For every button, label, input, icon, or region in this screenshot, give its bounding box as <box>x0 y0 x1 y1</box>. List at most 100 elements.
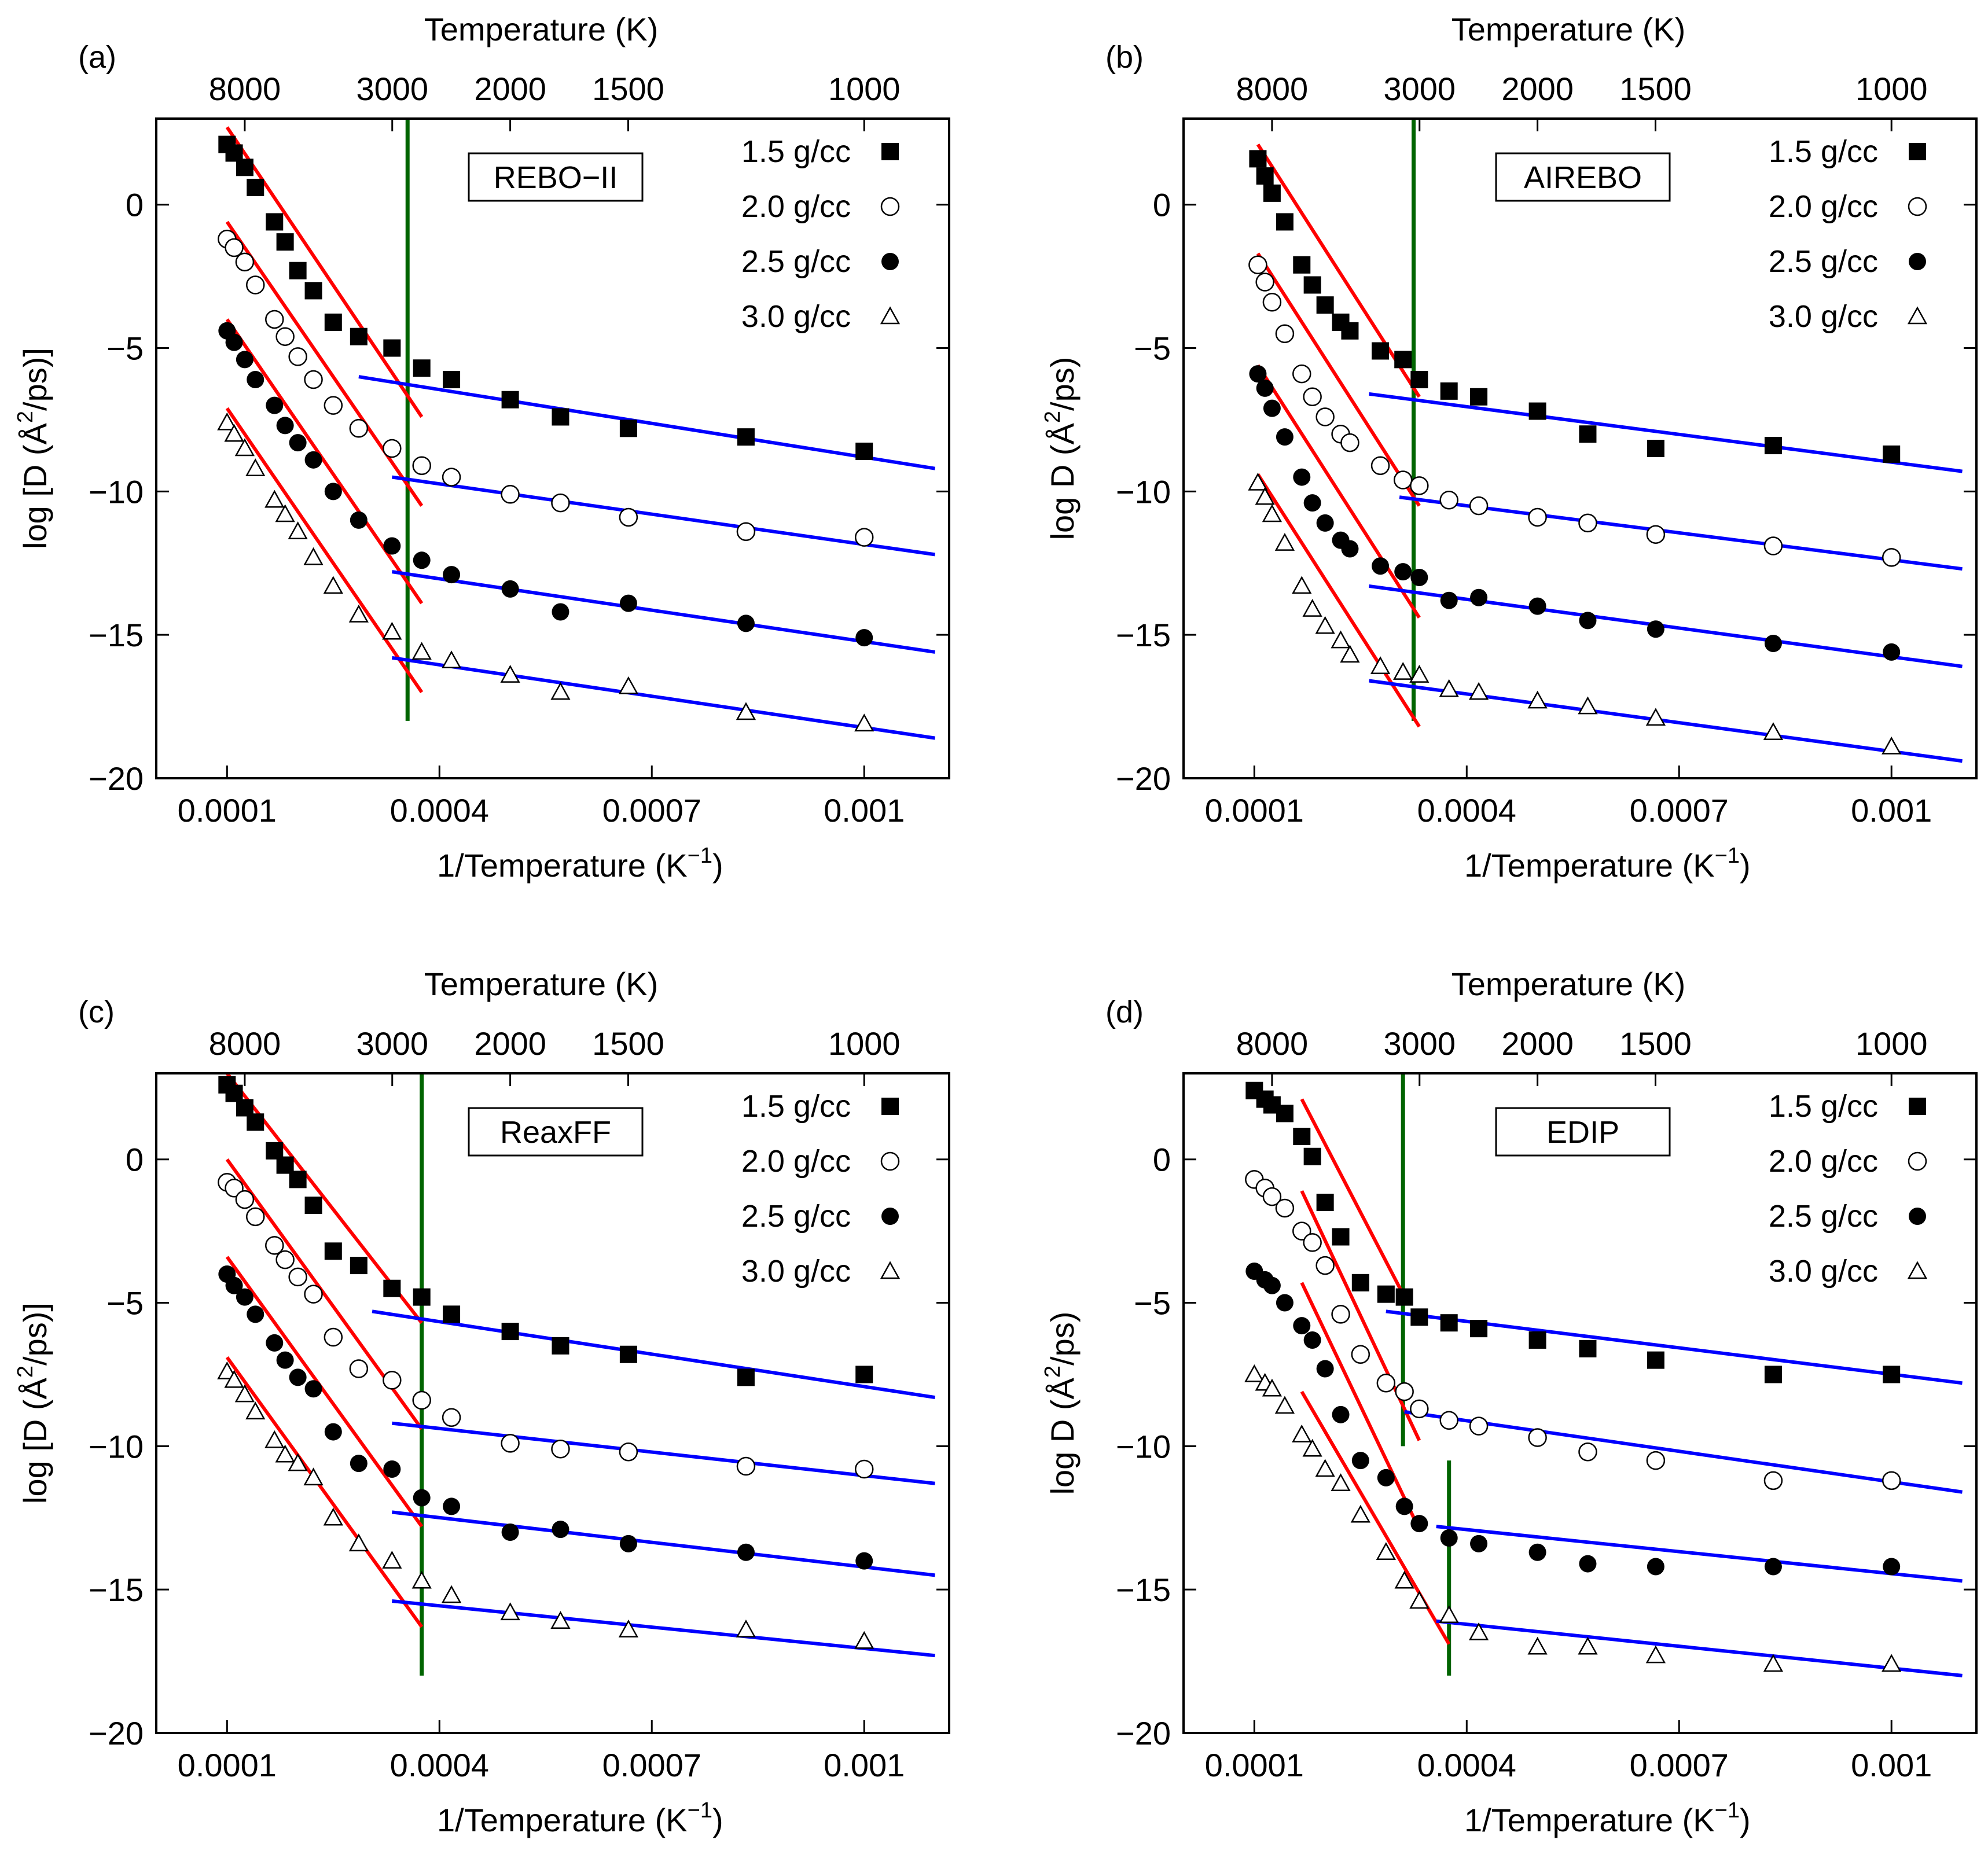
data-point <box>1579 425 1597 443</box>
data-point <box>1527 690 1548 709</box>
data-point <box>275 1444 295 1463</box>
data-point <box>246 1207 265 1227</box>
data-point <box>501 1434 520 1453</box>
data-point <box>736 1619 756 1637</box>
x-tick-label: 0.0004 <box>1417 792 1516 829</box>
data-point <box>1763 1471 1783 1491</box>
y-axis-title-text: log D (Å <box>1044 422 1081 540</box>
data-point <box>1303 494 1321 512</box>
data-point <box>1440 591 1458 609</box>
data-point <box>1248 255 1267 275</box>
data-point <box>500 1602 520 1621</box>
data-point <box>1645 1645 1666 1664</box>
data-point <box>1883 1558 1901 1576</box>
data-point <box>1647 440 1664 457</box>
data-point <box>855 442 873 460</box>
data-point <box>1469 496 1489 516</box>
x-tick-label: 0.0004 <box>1417 1747 1516 1783</box>
data-point <box>443 1305 461 1323</box>
data-point <box>246 275 265 295</box>
data-point <box>304 1197 322 1214</box>
data-point <box>304 1285 323 1304</box>
high-temperature-fit-line <box>225 220 424 507</box>
low-temperature-fit-line <box>1399 495 1963 571</box>
data-point <box>1315 1256 1335 1275</box>
data-point <box>1274 532 1295 551</box>
data-point <box>247 1113 264 1131</box>
data-point <box>289 434 307 452</box>
legend-marker <box>1909 1208 1926 1225</box>
x-axis-title-text: 1/Temperature (K <box>437 1802 688 1838</box>
data-point <box>288 347 307 366</box>
model-label-box <box>1495 152 1671 202</box>
data-point <box>1394 351 1412 369</box>
x-tick-label: 0.001 <box>1851 792 1932 829</box>
data-point <box>552 408 569 426</box>
data-point <box>236 159 253 176</box>
legend-label: 3.0 g/cc <box>741 299 851 334</box>
data-point <box>1262 1378 1283 1397</box>
data-point <box>324 1423 342 1441</box>
data-point <box>1292 1221 1311 1241</box>
data-point <box>1302 1438 1322 1457</box>
data-point <box>225 1276 243 1294</box>
data-point <box>1764 1558 1782 1576</box>
legend-marker <box>1909 253 1926 270</box>
top-tick-label: 1000 <box>828 1025 901 1062</box>
model-label-box <box>1495 1107 1671 1157</box>
top-tick-label: 2000 <box>474 71 546 107</box>
data-point <box>501 391 519 409</box>
model-label: EDIP <box>1546 1115 1619 1150</box>
data-point <box>1646 1451 1666 1470</box>
y-tick-label: −15 <box>89 1572 144 1608</box>
data-point <box>323 576 343 594</box>
top-tick-label: 3000 <box>1383 71 1456 107</box>
y-axis-title-superscript: 2 <box>13 1366 38 1378</box>
y-axis-title-text: log D (Å <box>1044 1377 1081 1495</box>
top-tick-label: 8000 <box>209 1025 281 1062</box>
data-point <box>1646 525 1666 544</box>
y-tick-label: −10 <box>89 1428 144 1464</box>
data-point <box>1763 722 1784 740</box>
data-point <box>289 1368 307 1386</box>
low-temperature-fit-line <box>391 656 935 740</box>
data-point <box>413 551 431 569</box>
x-tick-label: 0.0001 <box>1205 792 1304 829</box>
plot-frame <box>1182 117 1978 779</box>
high-temperature-fit-line <box>225 1356 424 1628</box>
data-point <box>224 1370 244 1388</box>
legend-marker <box>881 1098 899 1115</box>
data-point <box>412 1390 431 1410</box>
y-axis-title: log D (Å2/ps) <box>1041 1312 1081 1495</box>
legend-marker <box>1908 197 1927 216</box>
data-point <box>289 262 307 279</box>
data-point <box>619 594 637 612</box>
legend-label: 2.0 g/cc <box>741 1144 851 1179</box>
data-point <box>266 1334 284 1352</box>
data-point <box>855 1552 873 1570</box>
data-point <box>1882 736 1902 755</box>
data-point <box>1372 342 1390 360</box>
plot-area <box>217 1073 935 1676</box>
data-point <box>1351 1452 1369 1470</box>
data-point <box>855 1366 873 1383</box>
data-point <box>1395 1497 1413 1515</box>
data-point <box>1302 598 1322 617</box>
data-point <box>1275 324 1295 343</box>
data-point <box>1263 1276 1281 1294</box>
data-point <box>234 438 255 457</box>
data-point <box>1377 1285 1395 1303</box>
x-tick-label: 0.0007 <box>1630 1747 1729 1783</box>
legend-marker <box>880 306 901 325</box>
model-label: REBO−II <box>494 160 618 195</box>
top-tick-label: 1500 <box>1619 1025 1692 1062</box>
top-tick-label: 8000 <box>209 71 281 107</box>
data-point <box>264 490 285 508</box>
high-temperature-fit-line <box>1300 1098 1405 1296</box>
legend-label: 2.0 g/cc <box>1769 189 1878 224</box>
data-point <box>1394 563 1412 581</box>
data-point <box>619 1442 638 1462</box>
data-point <box>1763 536 1783 555</box>
data-point <box>413 1288 431 1306</box>
y-tick-label: −20 <box>1116 1715 1171 1751</box>
